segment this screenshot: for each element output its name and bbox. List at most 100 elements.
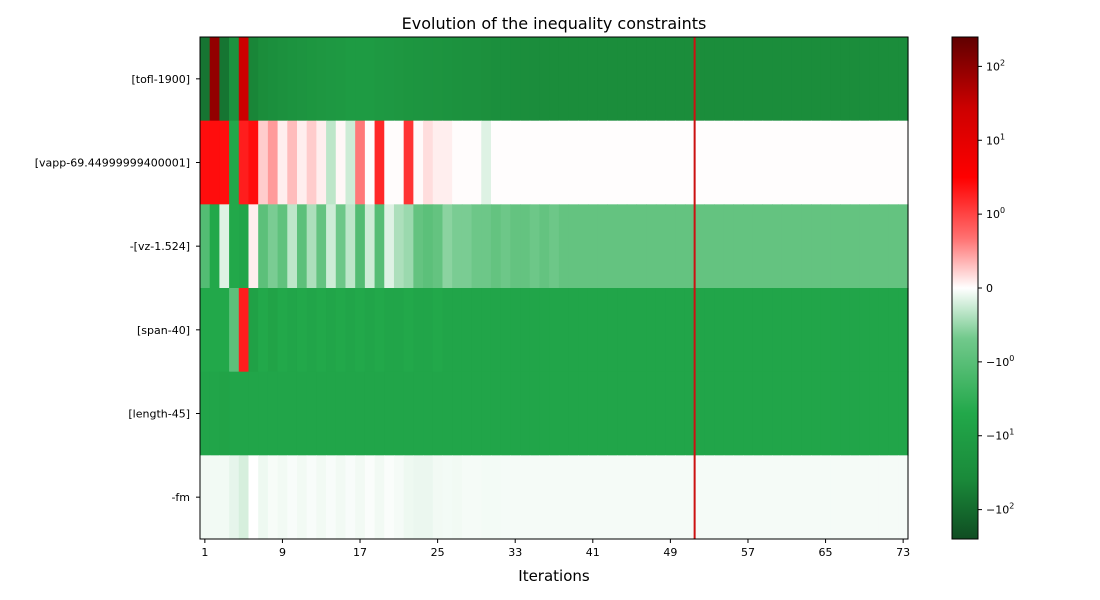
- heatmap-cell: [393, 120, 405, 205]
- colorbar-tick-label: −102: [986, 502, 1014, 517]
- heatmap-cell: [830, 455, 841, 540]
- heatmap-cell: [714, 204, 725, 289]
- heatmap-cell: [510, 204, 521, 289]
- heatmap-cell: [830, 204, 841, 289]
- heatmap-cell: [859, 120, 870, 205]
- heatmap-cell: [869, 288, 880, 373]
- heatmap-cell: [287, 288, 298, 373]
- x-tick-label: 17: [353, 546, 367, 559]
- heatmap-cell: [384, 204, 395, 289]
- heatmap-cell: [636, 455, 647, 540]
- heatmap-cell: [607, 204, 618, 289]
- heatmap-cell: [452, 204, 463, 289]
- heatmap-cell: [665, 288, 676, 373]
- heatmap-cell: [869, 204, 880, 289]
- heatmap-cell: [762, 371, 773, 456]
- heatmap-cell: [578, 455, 589, 540]
- heatmap-cell: [772, 120, 783, 205]
- heatmap-cell: [888, 288, 899, 373]
- heatmap-cell: [811, 37, 822, 122]
- heatmap-cell: [869, 455, 880, 540]
- heatmap-cell: [597, 204, 608, 289]
- y-tick-label: [vapp-69.44999999400001]: [35, 157, 190, 170]
- heatmap-cell: [355, 288, 366, 373]
- heatmap-cell: [238, 288, 250, 373]
- heatmap-cell: [238, 455, 250, 540]
- heatmap-cell: [442, 371, 453, 456]
- heatmap-cell: [772, 371, 783, 456]
- heatmap-cell: [539, 204, 550, 289]
- heatmap-cell: [326, 288, 337, 373]
- heatmap-cell: [714, 288, 725, 373]
- heatmap-cells: [200, 37, 909, 540]
- colorbar-tick-label: 0: [986, 282, 993, 295]
- colorbar-tick-label: −101: [986, 428, 1014, 443]
- chart-title: Evolution of the inequality constraints: [402, 14, 707, 33]
- y-tick-label: [span-40]: [137, 324, 190, 337]
- heatmap-cell: [791, 371, 802, 456]
- heatmap-cell: [500, 120, 511, 205]
- heatmap-cell: [355, 37, 366, 122]
- heatmap-cell: [423, 120, 434, 205]
- heatmap-cell: [723, 288, 735, 373]
- heatmap-cell: [510, 455, 521, 540]
- heatmap-cell: [248, 37, 259, 122]
- heatmap-cell: [714, 371, 725, 456]
- heatmap-cell: [898, 37, 909, 122]
- heatmap-cell: [200, 288, 211, 373]
- heatmap-cell: [626, 288, 638, 373]
- heatmap-cell: [277, 37, 288, 122]
- heatmap-cell: [568, 204, 579, 289]
- heatmap-cell: [500, 204, 511, 289]
- heatmap-cell: [306, 37, 317, 122]
- heatmap-cell: [267, 37, 279, 122]
- heatmap-cell: [684, 288, 696, 373]
- x-axis-ticks: 1 9 17 25 33 41 49 57 65 73: [201, 539, 910, 559]
- heatmap-cell: [258, 120, 269, 205]
- heatmap-cell: [432, 120, 444, 205]
- heatmap-cell: [878, 288, 890, 373]
- x-tick-label: 65: [819, 546, 833, 559]
- heatmap-cell: [490, 37, 502, 122]
- heatmap-cell: [781, 37, 793, 122]
- heatmap-cell: [267, 455, 279, 540]
- heatmap-cell: [432, 204, 444, 289]
- heatmap-cell: [355, 120, 366, 205]
- heatmap-cell: [384, 371, 395, 456]
- heatmap-cell: [549, 37, 560, 122]
- heatmap-cell: [248, 204, 259, 289]
- heatmap-cell: [423, 455, 434, 540]
- heatmap-cell: [209, 120, 220, 205]
- heatmap-cell: [587, 204, 599, 289]
- heatmap-cell: [617, 204, 628, 289]
- heatmap-cell: [840, 455, 851, 540]
- heatmap-cell: [558, 455, 570, 540]
- heatmap-cell: [287, 204, 298, 289]
- heatmap-cell: [655, 455, 667, 540]
- heatmap-cell: [840, 371, 851, 456]
- heatmap-cell: [267, 288, 279, 373]
- heatmap-cell: [781, 204, 793, 289]
- heatmap-cell: [878, 371, 890, 456]
- heatmap-cell: [704, 371, 715, 456]
- heatmap-cell: [258, 37, 269, 122]
- heatmap-cell: [200, 455, 211, 540]
- heatmap-cell: [345, 455, 356, 540]
- heatmap-cell: [500, 288, 511, 373]
- heatmap-cell: [859, 37, 870, 122]
- heatmap-cell: [781, 371, 793, 456]
- heatmap-cell: [248, 455, 259, 540]
- heatmap-cell: [326, 371, 337, 456]
- heatmap-cell: [578, 37, 589, 122]
- heatmap-cell: [277, 455, 288, 540]
- heatmap-cell: [229, 288, 240, 373]
- heatmap-cell: [568, 455, 579, 540]
- heatmap-cell: [772, 455, 783, 540]
- heatmap-cell: [452, 455, 463, 540]
- heatmap-cell: [704, 120, 715, 205]
- heatmap-cell: [238, 204, 250, 289]
- heatmap-cell: [694, 455, 705, 540]
- heatmap-cell: [539, 288, 550, 373]
- heatmap-cell: [558, 204, 570, 289]
- heatmap-cell: [500, 37, 511, 122]
